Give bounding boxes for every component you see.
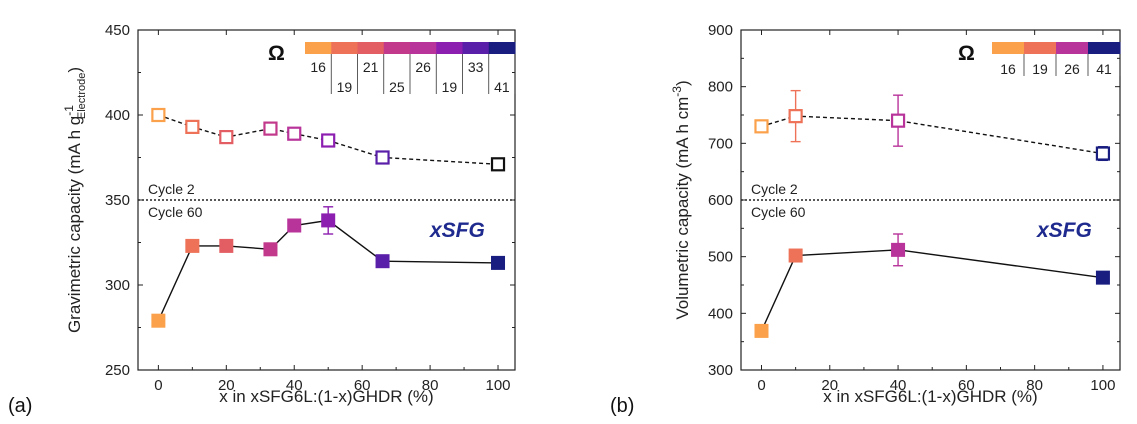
data-point-filled xyxy=(287,218,302,233)
x-tick-label: 40 xyxy=(890,377,907,394)
y-tick-label: 500 xyxy=(708,249,733,266)
cycle-top-label: Cycle 2 xyxy=(751,181,798,197)
colorbar-label-top: 26 xyxy=(415,59,431,75)
colorbar-segment xyxy=(410,42,437,54)
data-point-filled xyxy=(185,238,200,253)
series-line xyxy=(158,114,499,165)
data-point-open xyxy=(1095,146,1111,161)
data-point-open xyxy=(287,126,302,141)
colorbar-symbol: Ω xyxy=(958,42,975,65)
data-point-open xyxy=(788,109,803,124)
data-point-filled xyxy=(754,323,769,338)
y-tick-label: 800 xyxy=(708,79,733,96)
data-point-open xyxy=(185,119,200,135)
y-tick-label: 300 xyxy=(105,277,130,294)
data-point-filled xyxy=(263,242,278,257)
colorbar-label: 16 xyxy=(1000,61,1016,77)
colorbar-segment xyxy=(436,42,463,54)
colorbar-label: 19 xyxy=(1032,61,1048,77)
x-tick-label: 100 xyxy=(1090,377,1115,394)
y-axis-label-main: Volumetric capacity (mA h cm xyxy=(673,97,692,320)
data-point-filled xyxy=(491,255,506,270)
y-axis-label-main: Gravimetric capacity (mA h g xyxy=(65,116,84,333)
y-tick-label: 400 xyxy=(708,305,733,322)
y-axis-label-sup: -3 xyxy=(670,86,684,97)
chart-panel-1: 300 400 500 600 700 800 900 0 20 40 60 80 100 x in xS… xyxy=(610,22,1121,417)
cycle-top-label: Cycle 2 xyxy=(148,181,195,197)
x-tick-label: 20 xyxy=(821,377,838,394)
y-tick-label: 350 xyxy=(105,192,130,209)
x-tick-label: 0 xyxy=(757,377,765,394)
data-point-filled xyxy=(151,313,166,328)
data-point-filled xyxy=(788,248,803,263)
data-point-open xyxy=(219,130,234,145)
x-tick-label: 60 xyxy=(958,377,975,394)
data-point-filled xyxy=(891,242,906,257)
y-tick-label: 450 xyxy=(105,22,130,39)
x-tick-label: 20 xyxy=(218,377,235,394)
y-axis-label-close: ) xyxy=(673,80,692,86)
data-point-open xyxy=(754,119,769,134)
colorbar-symbol: Ω xyxy=(268,42,285,65)
series-label: xSFG xyxy=(429,219,485,242)
x-tick-label: 100 xyxy=(486,377,511,394)
data-point-open xyxy=(890,113,906,128)
colorbar-segment xyxy=(1024,42,1057,54)
series-line xyxy=(761,115,1104,155)
series-label: xSFG xyxy=(1036,219,1092,242)
colorbar-label-top: 33 xyxy=(468,59,484,75)
y-axis-label-sub: Electrode xyxy=(76,73,88,119)
data-point-filled xyxy=(321,213,336,228)
cycle-bottom-label: Cycle 60 xyxy=(751,204,806,220)
y-tick-label: 400 xyxy=(105,107,130,124)
colorbar-label-bottom: 41 xyxy=(494,79,510,95)
data-point-open xyxy=(375,150,390,165)
y-axis-label-close: ) xyxy=(65,67,84,73)
x-tick-label: 80 xyxy=(1026,377,1043,394)
y-tick-label: 300 xyxy=(708,362,733,379)
panel-label: (a) xyxy=(8,395,32,417)
data-point-open xyxy=(490,157,506,172)
data-point-open xyxy=(321,133,336,148)
colorbar-label: 26 xyxy=(1064,61,1080,77)
colorbar-label-top: 16 xyxy=(310,59,326,75)
chart-panel-0: 250 300 350 400 450 0 20 40 60 80 100 x in xSFG6L:(… xyxy=(8,22,516,417)
colorbar-segment xyxy=(488,42,516,54)
x-tick-label: 0 xyxy=(154,377,162,394)
data-point-filled xyxy=(1095,270,1110,285)
colorbar-label-top: 21 xyxy=(363,59,379,75)
y-tick-label: 900 xyxy=(708,22,733,39)
data-point-filled xyxy=(375,254,390,269)
colorbar-segment xyxy=(357,42,385,54)
series-line xyxy=(760,249,1104,332)
panel-label: (b) xyxy=(610,395,634,417)
colorbar-segment xyxy=(331,42,358,54)
y-tick-label: 700 xyxy=(708,135,733,152)
x-tick-label: 40 xyxy=(286,377,303,394)
y-axis-label: Volumetric capacity (mA h cm-3) xyxy=(670,80,692,319)
colorbar-label-bottom: 19 xyxy=(337,79,353,95)
data-point-open xyxy=(151,107,166,123)
colorbar-segment xyxy=(305,42,332,54)
y-axis-label: Gravimetric capacity (mA h g-1Electrode) xyxy=(62,67,88,333)
colorbar-segment xyxy=(383,42,411,54)
colorbar-segment xyxy=(1088,42,1121,54)
colorbar-label-bottom: 25 xyxy=(389,79,405,95)
colorbar-label: 41 xyxy=(1096,61,1112,77)
y-axis-label-sup: -1 xyxy=(62,105,76,116)
x-tick-label: 80 xyxy=(422,377,439,394)
colorbar-segment xyxy=(992,42,1025,54)
y-tick-label: 600 xyxy=(708,192,733,209)
colorbar-label-bottom: 19 xyxy=(442,79,458,95)
colorbar-segment xyxy=(462,42,490,54)
x-axis-label: x in xSFG6L:(1-x)GHDR (%) xyxy=(823,387,1037,406)
cycle-bottom-label: Cycle 60 xyxy=(148,204,203,220)
x-tick-label: 60 xyxy=(354,377,371,394)
data-point-open xyxy=(263,121,278,136)
colorbar-segment xyxy=(1056,42,1089,54)
y-tick-label: 250 xyxy=(105,362,130,379)
x-axis-label: x in xSFG6L:(1-x)GHDR (%) xyxy=(219,387,433,406)
data-point-filled xyxy=(219,238,234,253)
